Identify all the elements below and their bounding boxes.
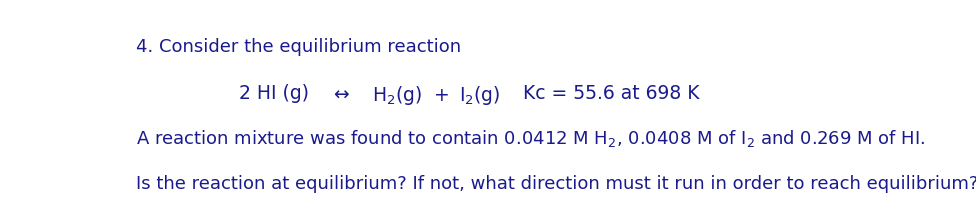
Text: H$_2$(g)  +: H$_2$(g) + bbox=[372, 84, 449, 107]
Text: A reaction mixture was found to contain 0.0412 M H$_2$, 0.0408 M of I$_2$ and 0.: A reaction mixture was found to contain … bbox=[136, 128, 924, 149]
Text: Is the reaction at equilibrium? If not, what direction must it run in order to r: Is the reaction at equilibrium? If not, … bbox=[136, 176, 976, 193]
Text: $\leftrightarrow$: $\leftrightarrow$ bbox=[330, 84, 350, 103]
Text: Kc = 55.6 at 698 K: Kc = 55.6 at 698 K bbox=[523, 84, 700, 103]
Text: I$_2$(g): I$_2$(g) bbox=[459, 84, 500, 107]
Text: 2 HI (g): 2 HI (g) bbox=[239, 84, 309, 103]
Text: 4. Consider the equilibrium reaction: 4. Consider the equilibrium reaction bbox=[136, 38, 461, 56]
